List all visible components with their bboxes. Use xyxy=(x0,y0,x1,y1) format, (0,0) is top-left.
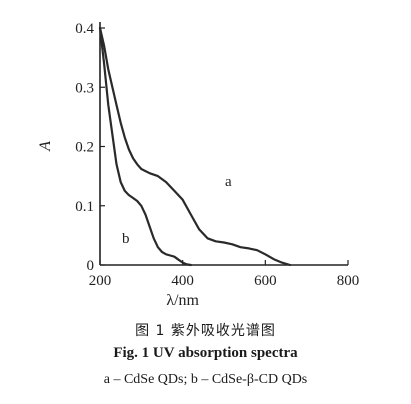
x-tick-label: 800 xyxy=(337,273,360,289)
series-label-a: a xyxy=(225,174,232,190)
y-tick-label: 0.4 xyxy=(75,21,94,37)
y-tick-label: 0 xyxy=(87,258,95,274)
x-tick-label: 400 xyxy=(171,273,194,289)
figure-caption-english: Fig. 1 UV absorption spectra xyxy=(113,345,298,361)
x-axis-title: λ/nm xyxy=(166,292,199,309)
y-tick-label: 0.3 xyxy=(75,80,94,96)
y-axis-title: A xyxy=(37,141,54,152)
y-tick-label: 0.2 xyxy=(75,140,94,156)
series-line-a xyxy=(98,26,292,267)
ticks: 200 400 600 800 0 0.1 0.2 0.3 0.4 xyxy=(75,21,359,289)
series-label-b: b xyxy=(122,231,130,247)
series-line-b xyxy=(98,26,192,267)
x-tick-label: 200 xyxy=(89,273,112,289)
x-tick-label: 600 xyxy=(254,273,277,289)
axes xyxy=(99,22,348,266)
series-layer: ab xyxy=(98,26,292,267)
y-tick-label: 0.1 xyxy=(75,199,94,215)
figure-caption-legend: a – CdSe QDs; b – CdSe-β-CD QDs xyxy=(103,372,308,387)
figure-caption-chinese: 图 1 紫外吸收光谱图 xyxy=(135,323,276,339)
